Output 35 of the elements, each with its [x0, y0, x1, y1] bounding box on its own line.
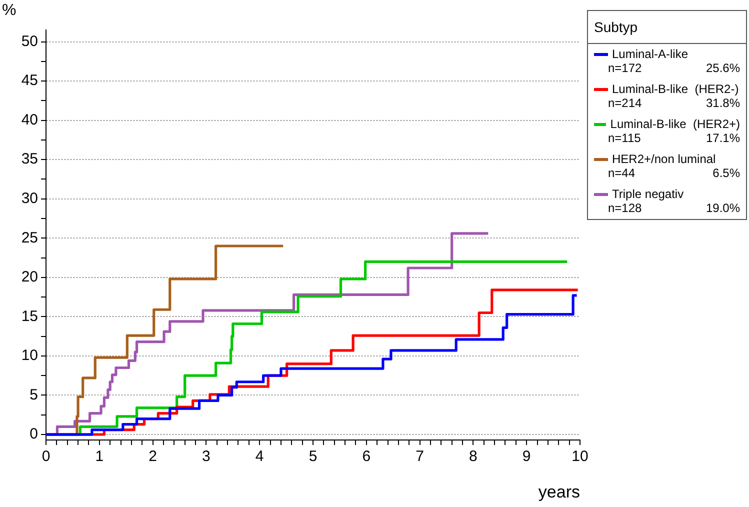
text: n=44 6.5%	[608, 166, 740, 180]
legend-title: Subtyp	[588, 11, 746, 44]
y-tick-label: 20	[21, 268, 38, 286]
y-tick-label: 30	[21, 190, 38, 208]
y-tick-label: 0	[30, 426, 38, 443]
x-tick-label: 5	[308, 448, 318, 466]
x-tick-label: 9	[522, 448, 531, 466]
x-tick-label: 10	[572, 448, 588, 466]
legend-label: HER2+/non luminal	[612, 152, 716, 166]
y-tick-label: 10	[21, 347, 38, 364]
x-tick-label: 1	[95, 448, 104, 466]
x-tick-label: 3	[202, 448, 210, 466]
y-tick-label: 45	[21, 72, 38, 90]
legend-label: Luminal-B-like (HER2+)	[610, 117, 740, 131]
x-tick-label: 0	[42, 448, 50, 466]
text: n=172 25.6%	[608, 61, 740, 75]
y-tick-label: 5	[30, 386, 38, 404]
x-tick-label: 8	[469, 448, 478, 466]
y-tick-label: 40	[21, 111, 38, 128]
legend-label: Luminal-A-like	[612, 47, 688, 61]
y-tick-label: 25	[21, 229, 38, 246]
y-tick-label: 15	[21, 308, 38, 325]
legend-label: Luminal-B-like (HER2-)	[612, 82, 739, 96]
legend-label: Triple negativ	[612, 187, 684, 201]
x-axis-title: years	[538, 482, 580, 502]
y-axis-title: %	[2, 2, 16, 20]
y-tick-label: 35	[21, 150, 38, 168]
x-tick-label: 4	[255, 448, 264, 466]
x-tick-label: 6	[362, 448, 371, 466]
text: n=115 17.1%	[608, 131, 740, 145]
y-tick-label: 50	[21, 32, 38, 50]
text: n=128 19.0%	[608, 201, 740, 215]
x-tick-label: 7	[416, 448, 424, 466]
x-tick-label: 2	[148, 448, 157, 466]
text: n=214 31.8%	[608, 96, 740, 110]
